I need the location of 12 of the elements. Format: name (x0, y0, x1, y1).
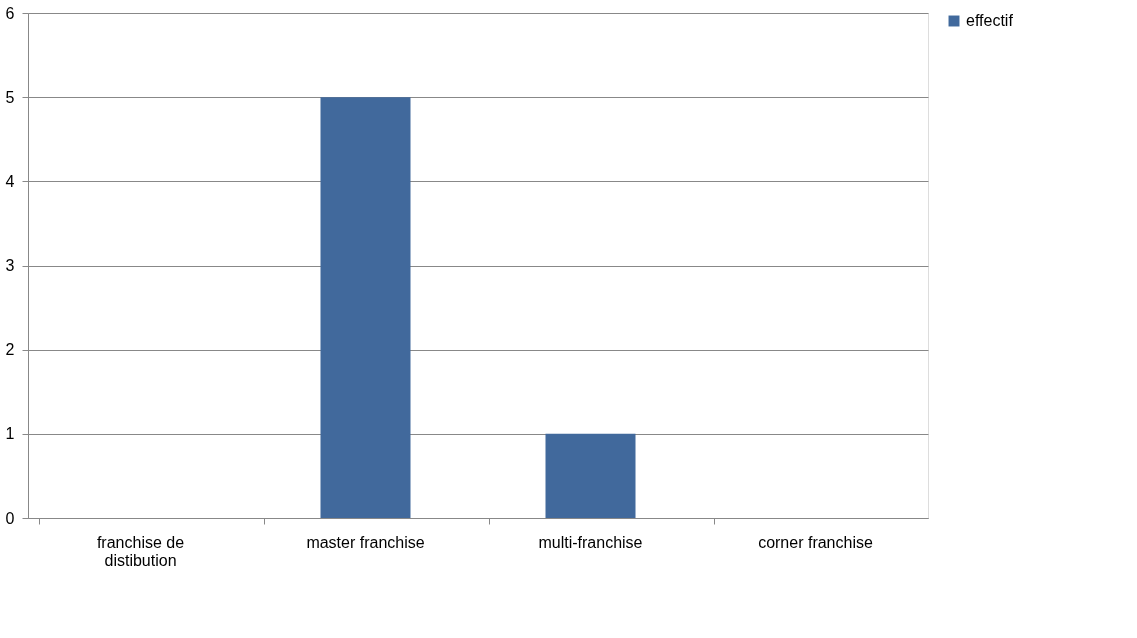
x-tick-label: franchise de distibution (96, 533, 185, 569)
x-tick-label: multi-franchise (538, 533, 643, 551)
y-tick-label: 3 (5, 257, 15, 274)
y-tick-label: 2 (5, 341, 15, 359)
x-tick-label: corner franchise (758, 533, 873, 551)
y-tick-label: 0 (5, 509, 15, 527)
y-tick-label: 1 (5, 425, 15, 443)
legend-label: effectif (966, 12, 1014, 29)
x-tick-label: master franchise (306, 533, 425, 551)
y-tick-label: 4 (5, 172, 15, 190)
y-tick-label: 6 (5, 4, 15, 22)
y-tick-label: 5 (5, 88, 15, 106)
